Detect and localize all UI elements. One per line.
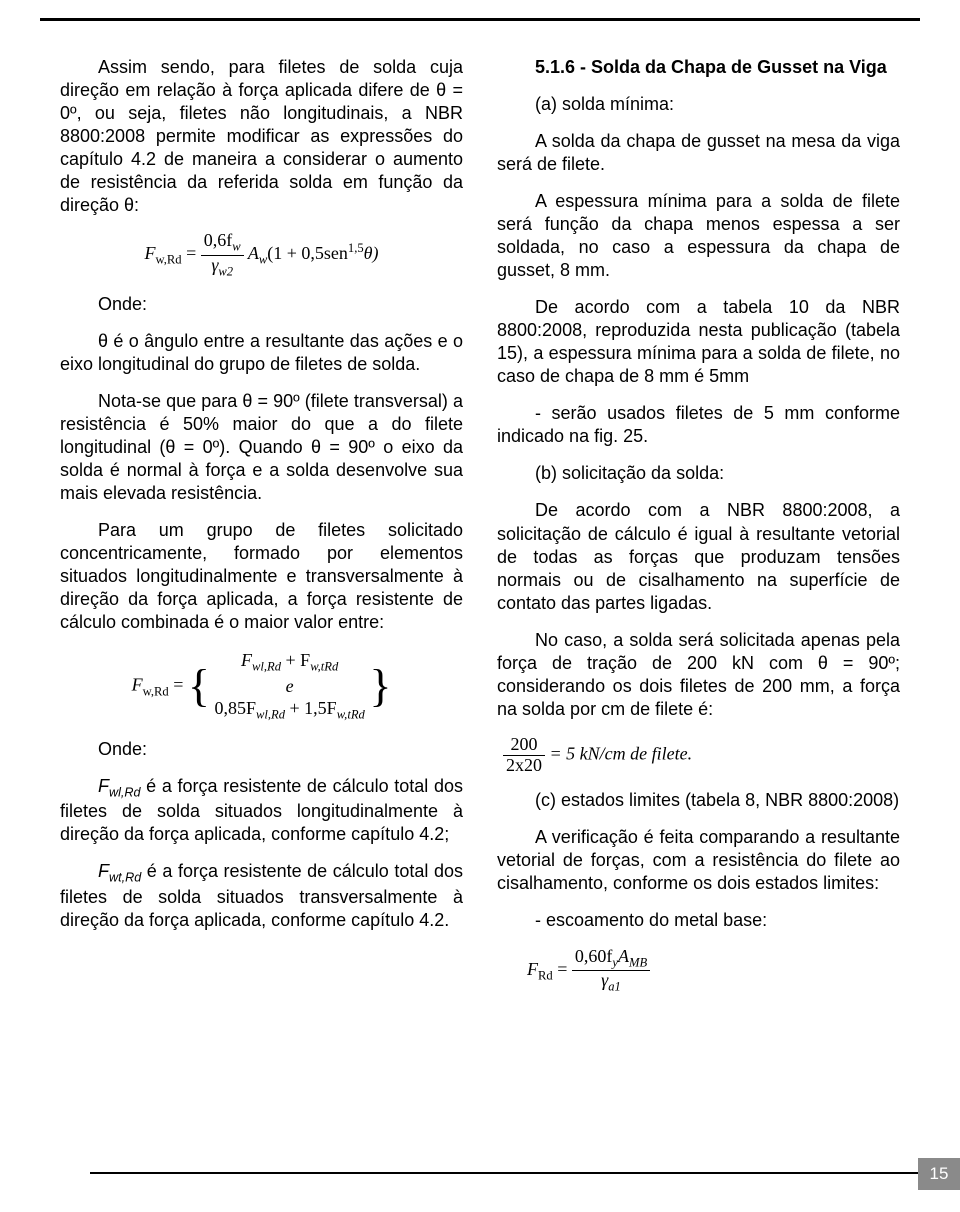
para: De acordo com a NBR 8800:2008, a solicit…	[497, 499, 900, 614]
equation-4: FRd = 0,60fyAMB γa1	[497, 947, 900, 995]
body-text: Assim sendo, para filetes de solda cuja …	[60, 56, 900, 1142]
equation-1: Fw,Rd = 0,6fw γw2 Aw(1 + 0,5sen1,5θ)	[60, 231, 463, 279]
eq-sub: w	[259, 253, 267, 267]
eq-sup: 1,5	[348, 241, 364, 255]
eq-part: =	[169, 674, 188, 694]
para: De acordo com a tabela 10 da NBR 8800:20…	[497, 296, 900, 388]
page-number: 15	[918, 1158, 960, 1190]
eq-part: θ)	[364, 243, 379, 263]
eq-sub: MB	[629, 955, 647, 969]
equation-3: 200 2x20 = 5 kN/cm de filete.	[497, 735, 900, 776]
eq-part: =	[553, 959, 572, 979]
section-title: 5.1.6 - Solda da Chapa de Gusset na Viga	[497, 56, 900, 79]
eq-sub: wl,Rd	[252, 659, 281, 673]
para: A espessura mínima para a solda de filet…	[497, 190, 900, 282]
eq-part: =	[182, 243, 201, 263]
eq-part: + F	[281, 650, 310, 670]
var-sub: wl,Rd	[109, 785, 141, 799]
eq-sub: a1	[608, 980, 621, 994]
para: (b) solicitação da solda:	[497, 462, 900, 485]
eq-sub: w,Rd	[143, 684, 169, 698]
top-rule	[40, 18, 920, 21]
eq-part: F	[132, 674, 143, 694]
eq-part: A	[248, 243, 259, 263]
para: Assim sendo, para filetes de solda cuja …	[60, 56, 463, 217]
eq-sub: w,tRd	[310, 659, 338, 673]
eq-part: A	[618, 946, 629, 966]
eq-part: 200	[503, 735, 545, 756]
eq-sub: w,tRd	[337, 708, 365, 722]
eq-sub: Rd	[538, 968, 553, 982]
eq-sub: w2	[218, 264, 233, 278]
eq-part: e	[286, 676, 294, 696]
eq-part: 0,85F	[214, 698, 256, 718]
para: - serão usados filetes de 5 mm conforme …	[497, 402, 900, 448]
eq-part: = 5 kN/cm de filete.	[550, 743, 693, 763]
page: Assim sendo, para filetes de solda cuja …	[0, 0, 960, 1212]
para: A solda da chapa de gusset na mesa da vi…	[497, 130, 900, 176]
para: (c) estados limites (tabela 8, NBR 8800:…	[497, 789, 900, 812]
eq-part: F	[144, 243, 155, 263]
eq-part: 0,60f	[575, 946, 613, 966]
var: F	[98, 861, 109, 881]
eq-part: (1 + 0,5sen	[267, 243, 348, 263]
eq-part: 0,6f	[204, 230, 233, 250]
para: Para um grupo de filetes solicitado conc…	[60, 519, 463, 634]
para: θ é o ângulo entre a resultante das açõe…	[60, 330, 463, 376]
para: Onde:	[60, 293, 463, 316]
var: F	[98, 776, 109, 796]
eq-sub: w	[232, 240, 240, 254]
eq-part: 2x20	[503, 756, 545, 776]
eq-sub: wl,Rd	[256, 708, 285, 722]
eq-sub: w,Rd	[155, 253, 181, 267]
para: - escoamento do metal base:	[497, 909, 900, 932]
para: No caso, a solda será solicitada apenas …	[497, 629, 900, 721]
para: (a) solda mínima:	[497, 93, 900, 116]
equation-2: Fw,Rd = { Fwl,Rd + Fw,tRd e 0,85Fwl,Rd +…	[60, 649, 463, 724]
para: Nota-se que para θ = 90º (filete transve…	[60, 390, 463, 505]
para: Onde:	[60, 738, 463, 761]
eq-part: F	[241, 650, 252, 670]
var-sub: wt,Rd	[109, 871, 141, 885]
para: A verificação é feita comparando a resul…	[497, 826, 900, 895]
para: Fwl,Rd é a força resistente de cálculo t…	[60, 775, 463, 847]
para: Fwt,Rd é a força resistente de cálculo t…	[60, 860, 463, 932]
eq-part: + 1,5F	[285, 698, 337, 718]
eq-part: F	[527, 959, 538, 979]
footer-rule	[90, 1172, 920, 1174]
